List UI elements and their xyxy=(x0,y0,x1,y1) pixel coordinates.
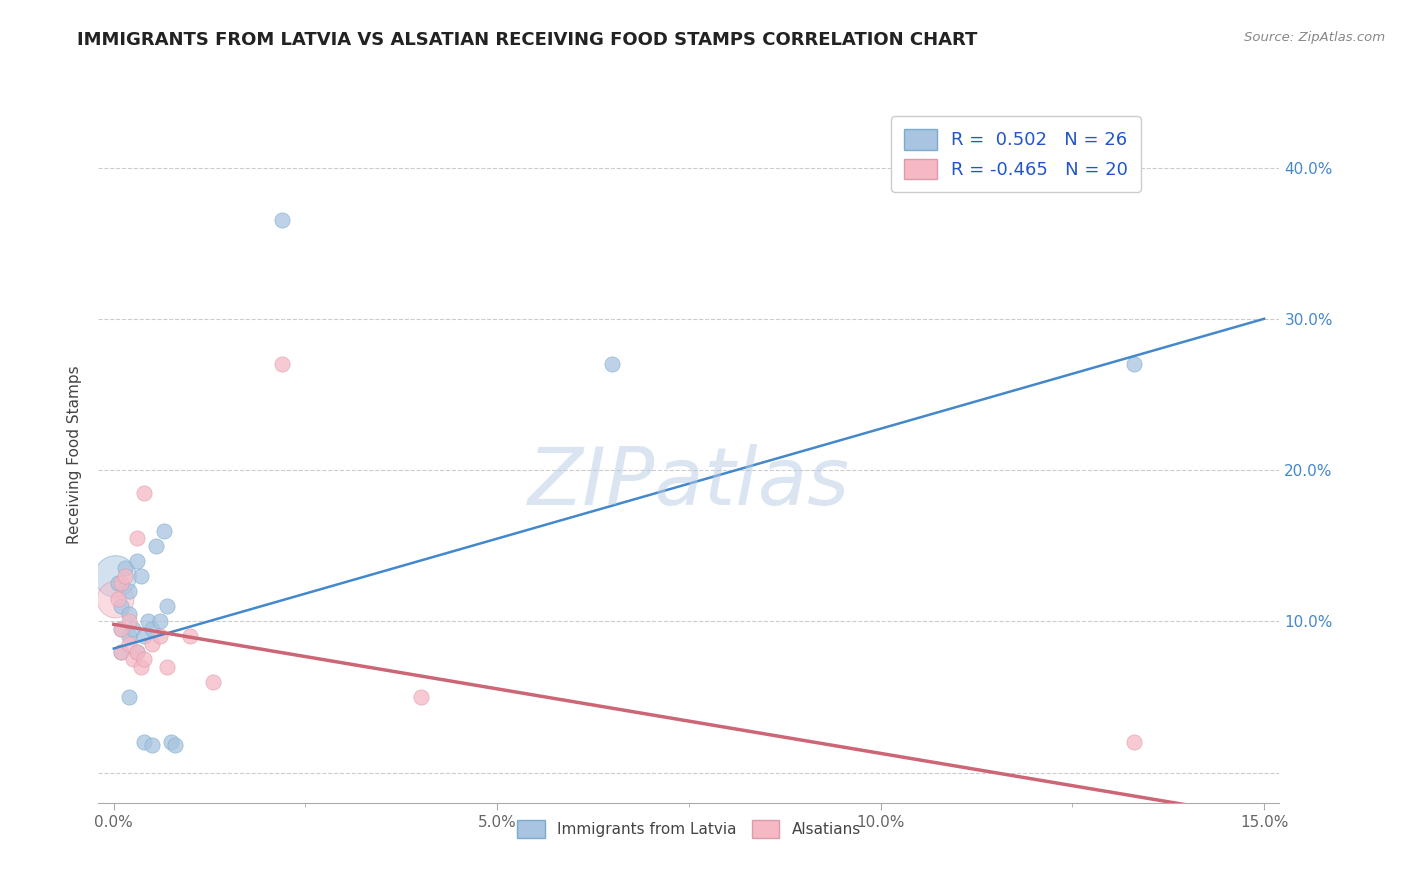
Point xyxy=(202,674,225,689)
Point xyxy=(600,357,623,371)
Point xyxy=(118,637,141,651)
Point xyxy=(125,644,148,658)
Point xyxy=(136,615,159,629)
Y-axis label: Receiving Food Stamps: Receiving Food Stamps xyxy=(67,366,83,544)
Point xyxy=(179,629,201,643)
Point xyxy=(409,690,432,704)
Point xyxy=(110,576,132,591)
Point xyxy=(114,561,136,575)
Point xyxy=(271,213,294,227)
Text: IMMIGRANTS FROM LATVIA VS ALSATIAN RECEIVING FOOD STAMPS CORRELATION CHART: IMMIGRANTS FROM LATVIA VS ALSATIAN RECEI… xyxy=(77,31,977,49)
Text: Source: ZipAtlas.com: Source: ZipAtlas.com xyxy=(1244,31,1385,45)
Point xyxy=(149,629,172,643)
Point xyxy=(110,644,132,658)
Point xyxy=(118,629,141,643)
Point xyxy=(107,591,129,606)
Point xyxy=(118,690,141,704)
Point xyxy=(129,569,152,583)
Point xyxy=(160,735,183,749)
Point xyxy=(110,622,132,636)
Point xyxy=(118,584,141,599)
Legend: Immigrants from Latvia, Alsatians: Immigrants from Latvia, Alsatians xyxy=(512,814,866,844)
Point xyxy=(122,622,145,636)
Point xyxy=(149,615,172,629)
Point xyxy=(141,739,163,753)
Point xyxy=(1122,357,1144,371)
Point xyxy=(107,576,129,591)
Point xyxy=(134,735,156,749)
Point xyxy=(134,629,156,643)
Point xyxy=(165,739,187,753)
Point xyxy=(118,607,141,621)
Point xyxy=(125,554,148,568)
Point xyxy=(118,615,141,629)
Point xyxy=(125,531,148,545)
Point xyxy=(129,659,152,673)
Point xyxy=(145,539,167,553)
Point xyxy=(156,599,179,614)
Point xyxy=(156,659,179,673)
Point xyxy=(134,652,156,666)
Point xyxy=(104,591,127,606)
Point xyxy=(125,644,148,658)
Point xyxy=(141,637,163,651)
Point xyxy=(110,644,132,658)
Point xyxy=(110,599,132,614)
Point xyxy=(1122,735,1144,749)
Point xyxy=(141,622,163,636)
Text: ZIPatlas: ZIPatlas xyxy=(527,443,851,522)
Point xyxy=(134,485,156,500)
Point xyxy=(152,524,174,538)
Point xyxy=(110,622,132,636)
Point xyxy=(271,357,294,371)
Point xyxy=(114,569,136,583)
Point xyxy=(104,569,127,583)
Point xyxy=(122,652,145,666)
